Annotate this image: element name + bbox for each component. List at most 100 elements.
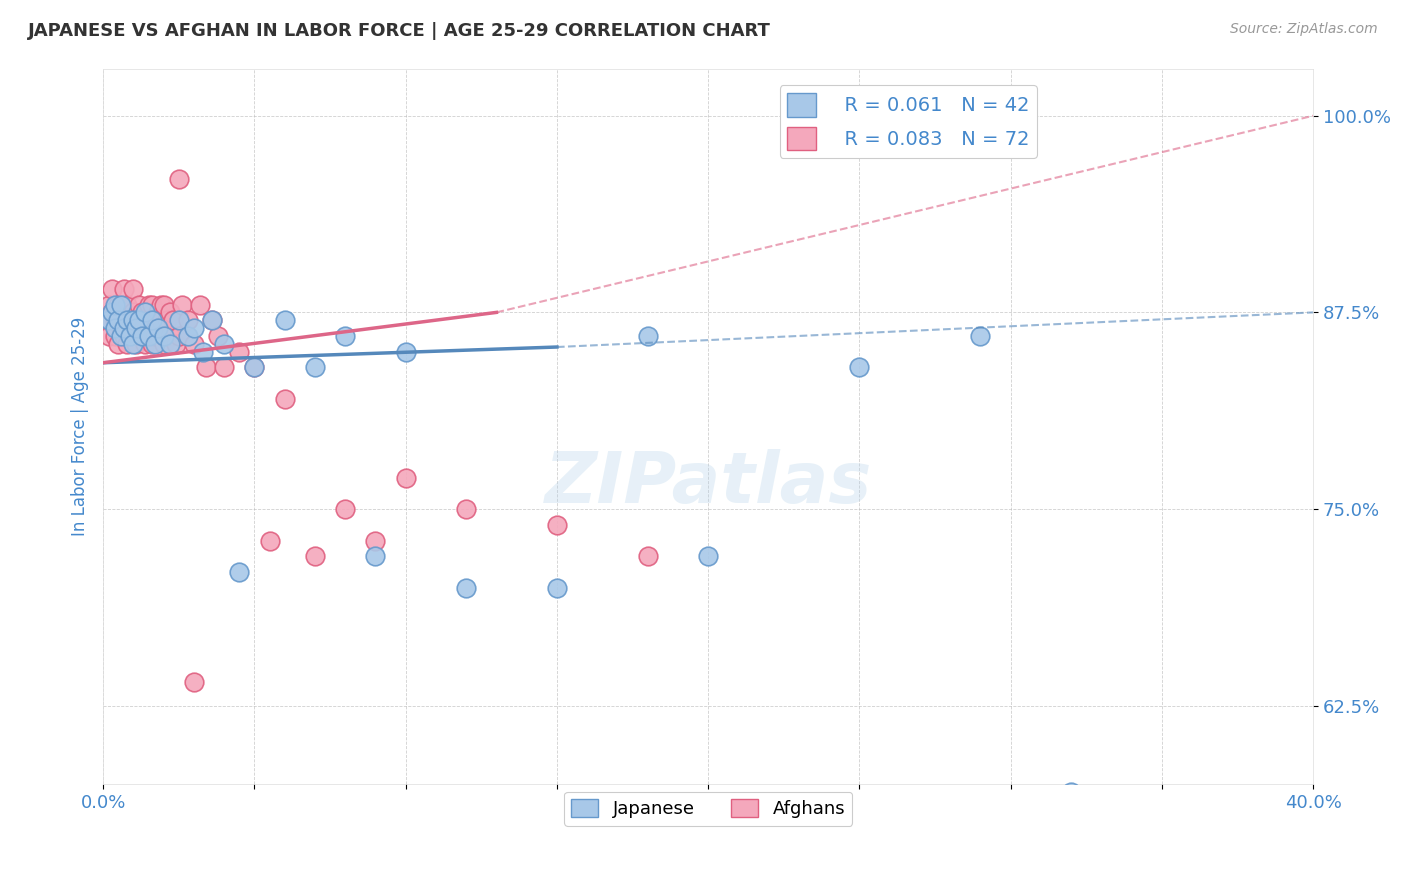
Point: [177, 313, 200, 327]
Point: [159, 305, 181, 319]
Point: [146, 305, 169, 319]
Point: [101, 282, 124, 296]
Point: [138, 297, 160, 311]
Point: [131, 329, 153, 343]
Point: [273, 313, 295, 327]
Point: [546, 517, 568, 532]
Point: [152, 297, 174, 311]
Point: [122, 337, 145, 351]
Point: [101, 305, 124, 319]
Point: [364, 533, 387, 548]
Point: [546, 581, 568, 595]
Point: [125, 337, 148, 351]
Point: [159, 329, 181, 343]
Point: [697, 549, 720, 564]
Point: [333, 329, 356, 343]
Point: [243, 360, 266, 375]
Point: [165, 337, 187, 351]
Point: [141, 313, 163, 327]
Point: [304, 360, 326, 375]
Point: [98, 297, 121, 311]
Point: [122, 313, 145, 327]
Point: [125, 313, 148, 327]
Point: [117, 313, 139, 327]
Point: [273, 392, 295, 406]
Point: [167, 313, 190, 327]
Point: [104, 321, 127, 335]
Point: [146, 329, 169, 343]
Point: [212, 360, 235, 375]
Point: [128, 321, 150, 335]
Legend: Japanese, Afghans: Japanese, Afghans: [564, 792, 852, 825]
Point: [131, 329, 153, 343]
Point: [110, 321, 132, 335]
Point: [364, 549, 387, 564]
Point: [141, 297, 163, 311]
Point: [112, 282, 135, 296]
Point: [152, 329, 174, 343]
Point: [131, 305, 153, 319]
Text: ZIPatlas: ZIPatlas: [544, 450, 872, 518]
Point: [112, 329, 135, 343]
Point: [101, 305, 124, 319]
Point: [107, 297, 129, 311]
Point: [120, 329, 142, 343]
Point: [141, 337, 163, 351]
Point: [848, 360, 870, 375]
Point: [228, 344, 250, 359]
Point: [107, 313, 129, 327]
Text: JAPANESE VS AFGHAN IN LABOR FORCE | AGE 25-29 CORRELATION CHART: JAPANESE VS AFGHAN IN LABOR FORCE | AGE …: [28, 22, 770, 40]
Point: [333, 502, 356, 516]
Point: [110, 297, 132, 311]
Point: [212, 337, 235, 351]
Point: [117, 313, 139, 327]
Point: [456, 581, 478, 595]
Point: [149, 313, 172, 327]
Point: [96, 313, 118, 327]
Point: [191, 344, 214, 359]
Point: [128, 313, 150, 327]
Point: [207, 329, 229, 343]
Point: [98, 329, 121, 343]
Point: [143, 337, 166, 351]
Point: [134, 313, 156, 327]
Point: [143, 329, 166, 343]
Point: [243, 360, 266, 375]
Point: [304, 549, 326, 564]
Point: [104, 313, 127, 327]
Point: [107, 337, 129, 351]
Point: [201, 313, 224, 327]
Point: [183, 321, 205, 335]
Point: [110, 297, 132, 311]
Point: [637, 549, 659, 564]
Y-axis label: In Labor Force | Age 25-29: In Labor Force | Age 25-29: [72, 317, 89, 536]
Point: [138, 329, 160, 343]
Point: [228, 565, 250, 579]
Point: [167, 329, 190, 343]
Point: [170, 297, 193, 311]
Point: [122, 329, 145, 343]
Point: [143, 313, 166, 327]
Point: [201, 313, 224, 327]
Point: [456, 502, 478, 516]
Point: [120, 313, 142, 327]
Point: [259, 533, 281, 548]
Point: [177, 329, 200, 343]
Point: [183, 675, 205, 690]
Point: [117, 297, 139, 311]
Point: [128, 313, 150, 327]
Point: [167, 171, 190, 186]
Point: [395, 470, 418, 484]
Point: [146, 321, 169, 335]
Point: [122, 305, 145, 319]
Text: Source: ZipAtlas.com: Source: ZipAtlas.com: [1230, 22, 1378, 37]
Point: [110, 329, 132, 343]
Point: [112, 305, 135, 319]
Point: [183, 337, 205, 351]
Point: [98, 313, 121, 327]
Point: [156, 313, 179, 327]
Point: [138, 329, 160, 343]
Point: [395, 344, 418, 359]
Point: [125, 321, 148, 335]
Point: [138, 313, 160, 327]
